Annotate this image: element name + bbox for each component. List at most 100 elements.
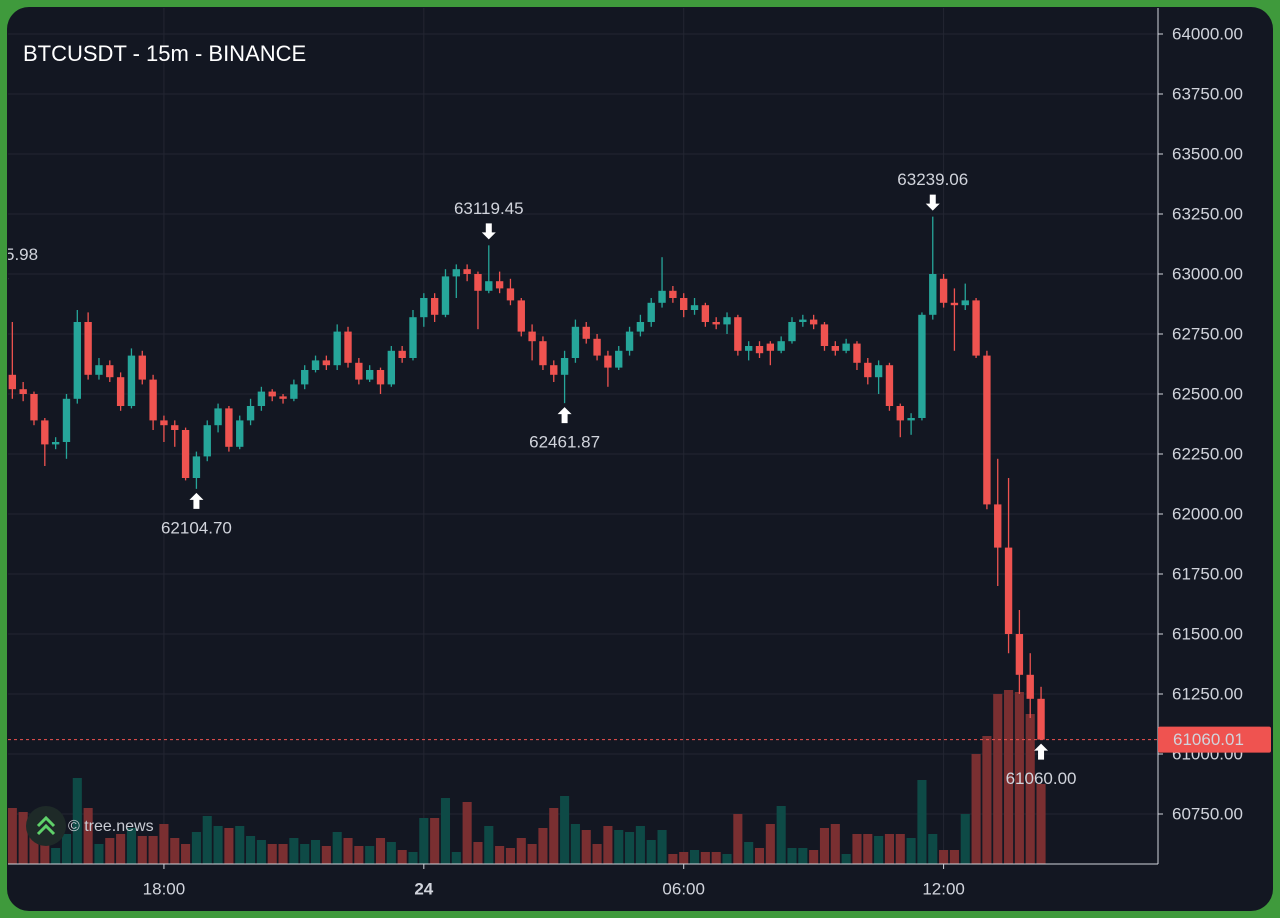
volume-bar bbox=[884, 834, 894, 864]
candle-body bbox=[723, 317, 731, 325]
volume-bar bbox=[462, 802, 472, 864]
annotation-arrow bbox=[925, 194, 940, 211]
volume-bar bbox=[235, 826, 245, 864]
candle-body bbox=[788, 321, 796, 342]
volume-bar bbox=[625, 832, 635, 864]
candle-body bbox=[376, 369, 385, 385]
volume-bar bbox=[776, 806, 786, 864]
candle-body bbox=[301, 369, 309, 385]
candle-body bbox=[755, 345, 764, 354]
candle-body bbox=[874, 365, 883, 378]
watermark: © tree.news bbox=[68, 818, 154, 835]
candle-body bbox=[582, 326, 590, 339]
volume-bar bbox=[181, 844, 191, 864]
volume-bar bbox=[300, 844, 310, 864]
volume-bar bbox=[72, 778, 82, 864]
volume-bar bbox=[51, 848, 61, 864]
candle-body bbox=[420, 297, 428, 318]
candle-body bbox=[615, 350, 623, 368]
candle-body bbox=[149, 379, 157, 421]
volume-bar bbox=[993, 694, 1003, 864]
candle-body bbox=[355, 362, 363, 380]
candle-body bbox=[604, 355, 612, 368]
volume-bar bbox=[267, 844, 277, 864]
candle-body bbox=[550, 365, 558, 375]
candle-body bbox=[690, 305, 699, 310]
candle-body bbox=[62, 398, 71, 443]
candle-body bbox=[73, 321, 81, 399]
y-tick-label: 62750.00 bbox=[1172, 324, 1243, 343]
candle-body bbox=[41, 420, 49, 445]
volume-bar bbox=[949, 850, 959, 864]
volume-bar bbox=[94, 844, 104, 864]
candle-body bbox=[539, 341, 547, 366]
volume-bar bbox=[397, 850, 407, 864]
candle-body bbox=[853, 343, 861, 363]
volume-bar bbox=[1014, 692, 1024, 864]
volume-bar bbox=[635, 826, 645, 864]
candle-body bbox=[1026, 674, 1034, 699]
volume-bar bbox=[191, 832, 201, 864]
chart-title: BTCUSDT - 15m - BINANCE bbox=[23, 41, 306, 66]
volume-bar bbox=[754, 848, 765, 864]
annotation-label: 61060.00 bbox=[1006, 769, 1077, 788]
candle-body bbox=[658, 290, 666, 303]
candle-body bbox=[322, 360, 331, 366]
candle-body bbox=[636, 321, 645, 332]
volume-bar bbox=[310, 840, 321, 864]
candle-body bbox=[680, 297, 688, 310]
volume-bar bbox=[863, 834, 873, 864]
volume-bar bbox=[874, 836, 884, 864]
volume-bar bbox=[852, 834, 862, 864]
y-tick-label: 62000.00 bbox=[1172, 504, 1243, 523]
volume-bar bbox=[516, 838, 526, 864]
candle-body bbox=[268, 391, 276, 397]
volume-bar bbox=[657, 830, 667, 864]
candle-body bbox=[766, 343, 775, 351]
candle-body bbox=[929, 273, 937, 315]
candle-body bbox=[19, 389, 27, 394]
volume-bar bbox=[61, 834, 72, 864]
volume-bar bbox=[29, 830, 39, 864]
x-tick-label: 06:00 bbox=[662, 879, 705, 898]
candle-body bbox=[171, 425, 179, 430]
volume-bar bbox=[343, 838, 353, 864]
candle-body bbox=[333, 331, 341, 366]
volume-bar bbox=[646, 840, 656, 864]
candle-body bbox=[485, 281, 493, 291]
candle-body bbox=[1037, 698, 1045, 740]
volume-bar bbox=[841, 854, 851, 864]
volume-bar bbox=[787, 848, 797, 864]
annotation-label: 63239.06 bbox=[897, 170, 968, 189]
volume-bar bbox=[570, 824, 580, 864]
volume-bar bbox=[332, 832, 342, 864]
volume-bar bbox=[917, 780, 927, 864]
watermark-logo bbox=[36, 815, 56, 836]
y-tick-label: 63750.00 bbox=[1172, 84, 1243, 103]
x-tick-label: 24 bbox=[414, 879, 433, 898]
volume-bar bbox=[246, 836, 256, 864]
volume-bar bbox=[765, 824, 775, 864]
y-tick-label: 64000.00 bbox=[1172, 24, 1243, 43]
annotation-label: 63119.45 bbox=[454, 199, 524, 218]
candle-body bbox=[409, 317, 417, 358]
volume-bar bbox=[581, 830, 591, 864]
candle-body bbox=[160, 420, 168, 426]
candle-body bbox=[777, 341, 785, 351]
candle-body bbox=[257, 391, 266, 406]
candle-body bbox=[214, 408, 222, 426]
candle-body bbox=[106, 365, 114, 378]
candle-body bbox=[528, 331, 536, 342]
volume-bar bbox=[1036, 784, 1046, 864]
volume-bar bbox=[603, 826, 613, 864]
x-tick-label: 12:00 bbox=[922, 879, 965, 898]
candle-body bbox=[885, 365, 894, 406]
volume-bar bbox=[960, 814, 970, 864]
panel bbox=[7, 7, 1273, 911]
candle-body bbox=[279, 396, 287, 399]
annotation-label: 62461.87 bbox=[529, 433, 600, 452]
candle-body bbox=[203, 425, 211, 457]
price-tag-label: 61060.01 bbox=[1173, 730, 1244, 749]
